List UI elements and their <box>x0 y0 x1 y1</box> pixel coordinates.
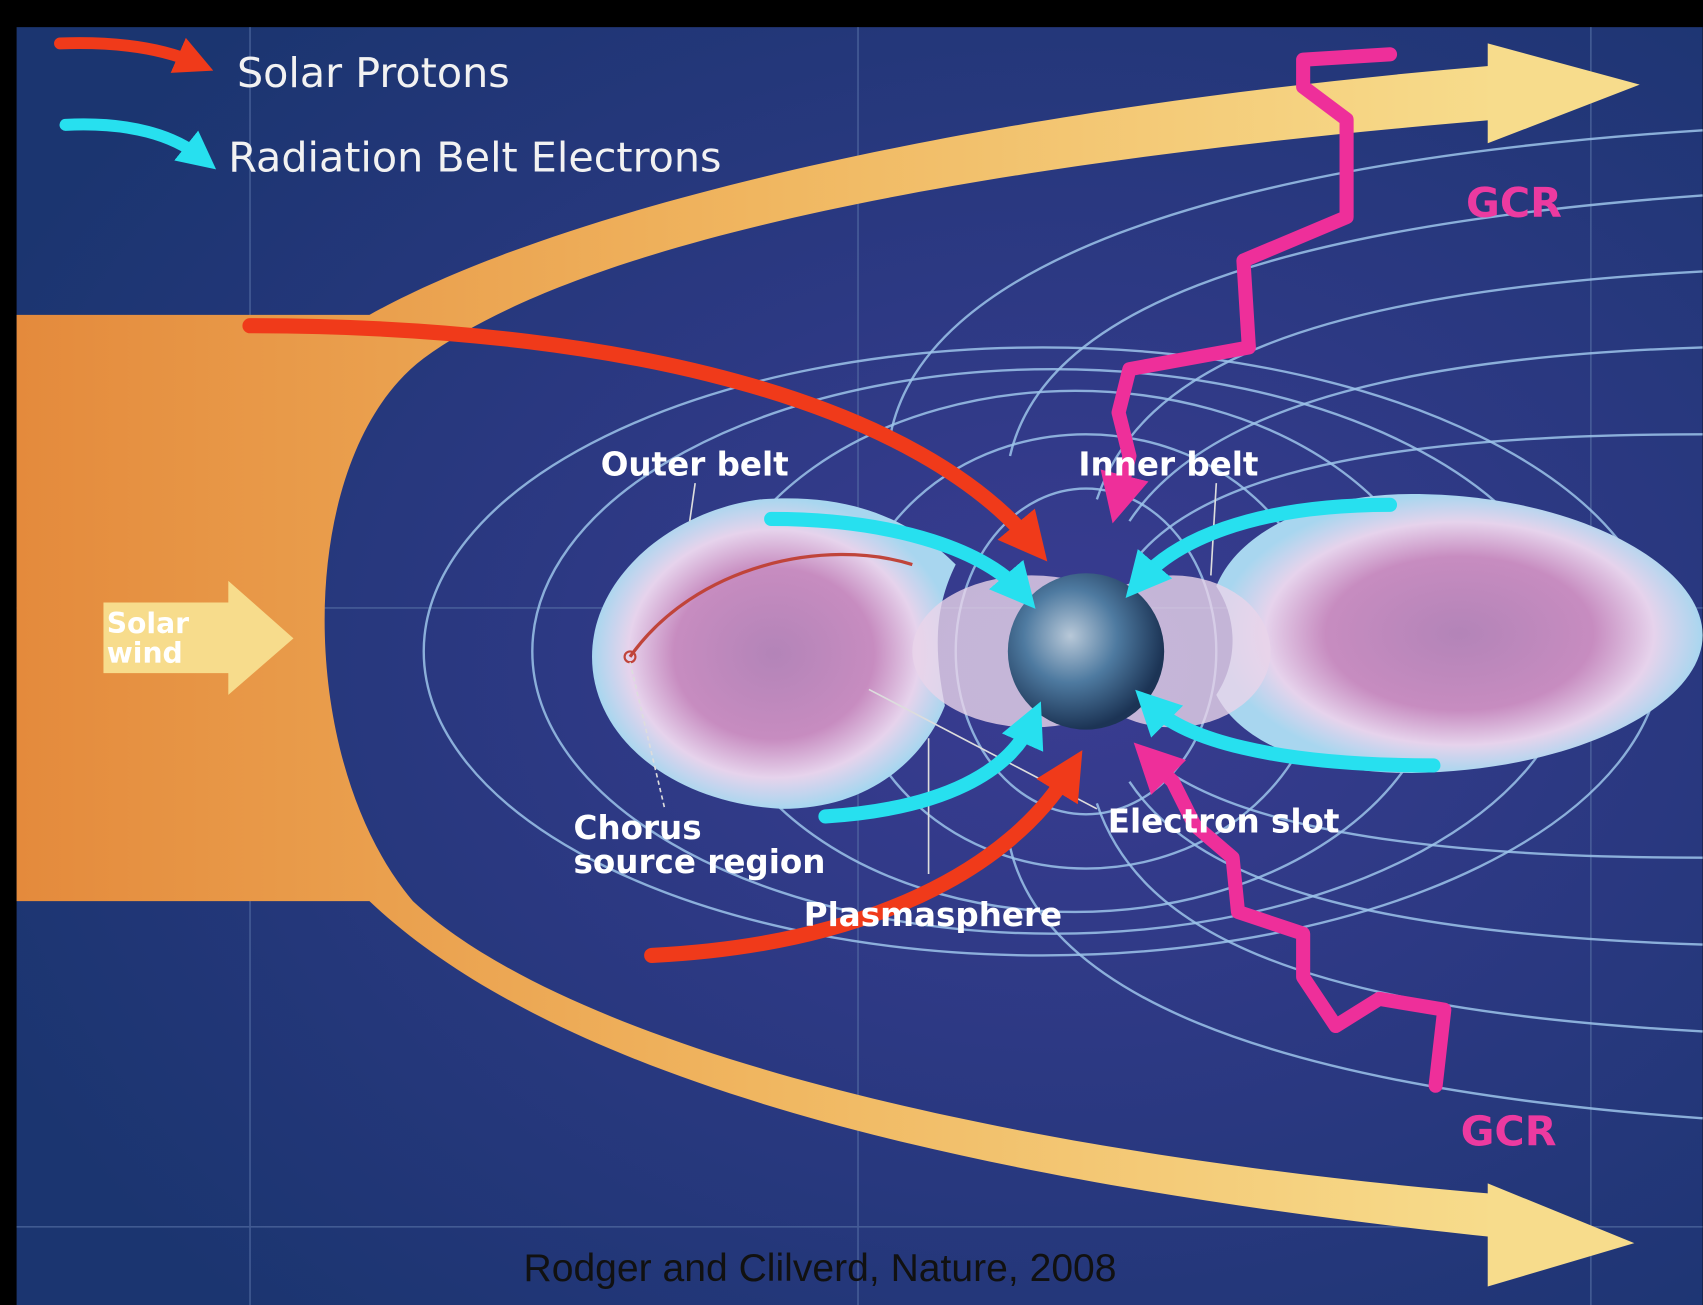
particle-arrows <box>54 37 1452 1093</box>
legend-label: Solar Protons <box>237 49 510 97</box>
outer-belt-right <box>1216 493 1703 774</box>
region-label: Electron slot <box>1108 803 1340 841</box>
region-label: Outer belt <box>601 446 789 484</box>
flow-arrowhead <box>1487 1183 1635 1287</box>
field-line <box>1008 846 1703 1120</box>
earth <box>1007 573 1165 730</box>
region-label: Chorus <box>574 809 702 847</box>
solar-proton-arrow <box>644 750 1083 964</box>
electron-arrow <box>764 511 1036 609</box>
flow-arrowhead <box>1487 43 1640 144</box>
solar-wind-arrow <box>103 580 294 695</box>
field-line <box>889 129 1703 435</box>
gcr-label: GCR <box>1461 1107 1557 1155</box>
legend-swatch <box>54 37 214 73</box>
region-label: Plasmasphere <box>804 896 1062 934</box>
leader-line <box>688 483 696 522</box>
electron-arrow <box>1125 497 1398 598</box>
field-line <box>1139 433 1703 555</box>
caption: Rodger and Clilverd, Nature, 2008 <box>523 1247 1116 1290</box>
region-label: wind <box>107 636 183 669</box>
region-label: Solar <box>107 607 189 640</box>
magnetosheath <box>16 65 1499 1238</box>
field-line <box>1095 803 1703 1033</box>
region-label: Inner belt <box>1078 446 1258 484</box>
field-line <box>1128 781 1703 946</box>
gcr-label: GCR <box>1466 179 1562 227</box>
solar-proton-arrow <box>242 318 1048 562</box>
region-label: source region <box>574 843 826 881</box>
gcr-arrow <box>1100 47 1398 524</box>
chorus-path <box>628 552 913 658</box>
electron-arrow <box>1135 689 1441 773</box>
legend-swatch <box>59 118 217 170</box>
field-line <box>1128 346 1703 522</box>
outer-belt-left <box>592 498 956 809</box>
leader-line <box>629 662 666 810</box>
electron-arrow <box>818 701 1044 824</box>
gcr-arrow <box>1133 742 1452 1093</box>
field-line <box>1008 194 1703 457</box>
legend-label: Radiation Belt Electrons <box>228 134 721 182</box>
